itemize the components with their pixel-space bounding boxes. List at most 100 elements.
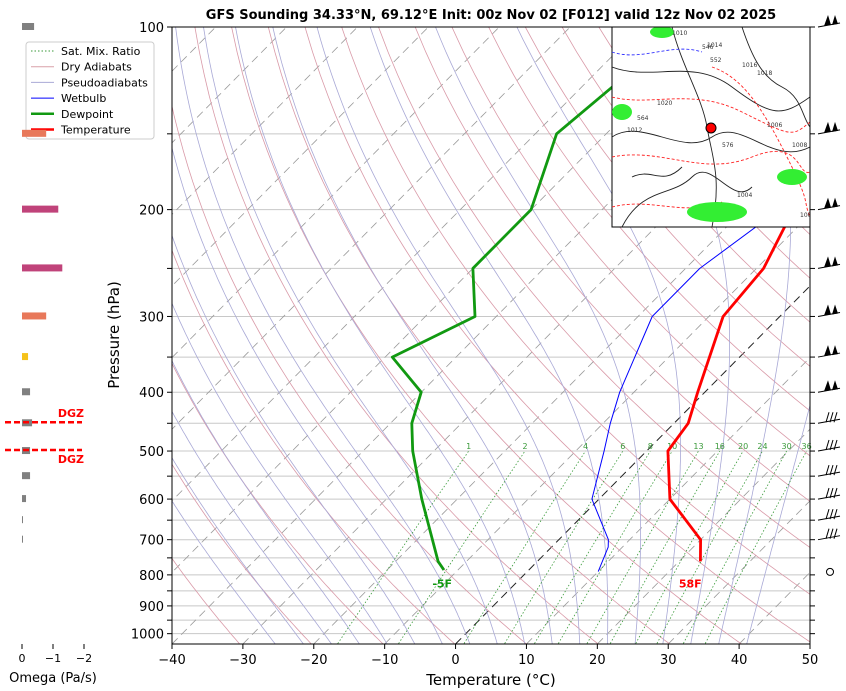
barb-flag: [833, 439, 838, 451]
barb-flag: [833, 465, 838, 476]
mixing-ratio-line: [586, 450, 699, 644]
dry-adiabat: [231, 27, 671, 644]
barb-flag: [825, 439, 830, 451]
inset-height-contour: [612, 150, 810, 173]
barb-staff: [817, 535, 841, 541]
barb-pennant: [824, 256, 838, 268]
barb-flag: [833, 509, 838, 520]
surface-labels: -5F 58F: [432, 578, 701, 591]
omega-bar: [22, 23, 35, 30]
y-tick-label: 900: [139, 600, 164, 615]
dry-adiabat: [598, 27, 810, 279]
barb-staff: [817, 446, 841, 452]
mixing-ratio-label: 1: [466, 442, 471, 451]
inset-contour-label: 1010: [672, 30, 687, 37]
barb-flag: [833, 412, 838, 423]
inset-isobar: [741, 27, 810, 128]
isotherm-line: [667, 500, 810, 644]
pseudoadiabat: [172, 410, 332, 644]
x-tick-label: 40: [731, 653, 748, 668]
dry-adiabat: [172, 463, 312, 644]
pseudoadiabat: [272, 27, 553, 644]
y-tick-label: 700: [139, 534, 164, 549]
y-tick-label: 300: [139, 310, 164, 325]
dry-adiabat: [488, 27, 810, 412]
pseudoadiabat: [172, 457, 304, 644]
pseudoadiabat: [316, 27, 581, 644]
isotherm-line: [597, 428, 810, 644]
isotherm-line: [172, 27, 642, 502]
pseudoadiabat: [369, 27, 609, 644]
legend-label: Temperature: [60, 124, 131, 137]
pseudoadiabat: [172, 146, 443, 644]
surface-label: 58F: [679, 578, 702, 591]
mixing-ratio-line: [656, 450, 763, 644]
series-line-dewpoint: [390, 27, 685, 571]
isotherm-line: [172, 27, 713, 573]
isotherm-line: [172, 27, 500, 359]
mixing-ratio-line: [336, 450, 470, 644]
y-tick-label: 600: [139, 493, 164, 508]
dry-adiabat: [561, 27, 810, 323]
pseudoadiabat: [235, 27, 526, 644]
x-tick-label: 10: [518, 653, 535, 668]
omega-bar: [22, 205, 59, 213]
omega-bar: [22, 388, 31, 396]
dry-adiabat: [172, 249, 456, 644]
barb-flag: [825, 487, 830, 499]
omega-bar: [22, 516, 23, 524]
barb-pennant: [824, 121, 838, 133]
inset-precip: [777, 169, 807, 185]
barb-flag: [829, 465, 834, 476]
mixing-ratio-line: [609, 450, 721, 644]
chart-title: GFS Sounding 34.33°N, 69.12°E Init: 00z …: [206, 8, 776, 23]
dry-adiabat: [378, 27, 810, 549]
x-tick-label: −20: [300, 653, 327, 668]
calm-circle: [826, 567, 834, 576]
location-marker: [705, 122, 717, 134]
inset-contour-label: 1006: [767, 122, 782, 129]
mixing-ratio-line: [557, 450, 673, 644]
pseudoadiabat: [203, 27, 498, 644]
omega-tick-label: −2: [76, 652, 92, 665]
pseudoadiabat: [172, 359, 360, 644]
dry-adiabat: [172, 104, 528, 644]
mixing-ratio-line: [682, 450, 787, 644]
inset-contour-label: 1014: [707, 42, 722, 49]
barb-flag: [825, 528, 830, 539]
barb-staff: [817, 418, 841, 424]
inset-height-contour: [711, 66, 810, 218]
barb-flag: [829, 528, 834, 539]
mixing-ratio-label: 30: [782, 442, 792, 451]
x-tick-label: −30: [229, 653, 256, 668]
omega-tick-label: −1: [45, 652, 61, 665]
mixing-ratio-labels: 1 2 4 6 8 10 13 16 20 24 30 36: [466, 442, 812, 451]
pseudoadiabat: [619, 27, 730, 644]
barb-flag: [829, 487, 834, 499]
mixing-ratio-line: [463, 450, 586, 644]
isotherm-line: [172, 27, 784, 644]
y-tick-label: 500: [139, 445, 164, 460]
mixing-ratio-label: 13: [693, 442, 703, 451]
x-tick-label: 50: [802, 653, 819, 668]
barb-flag: [825, 509, 830, 520]
series-line-wetbulb: [591, 209, 780, 572]
barb-flag: [829, 439, 834, 451]
y-tick-label: 200: [139, 204, 164, 219]
inset-contour-label: 1008: [792, 142, 807, 149]
barb-staff: [817, 494, 841, 500]
dry-adiabat: [524, 27, 810, 367]
omega-bar: [22, 472, 31, 480]
plot-frame: [171, 26, 811, 645]
x-tick-label: 30: [660, 653, 677, 668]
pseudoadiabat: [435, 27, 641, 644]
inset-isobar: [612, 130, 810, 153]
mixing-ratio-label: 24: [757, 442, 767, 451]
inset-height-contour: [612, 201, 723, 209]
inset-contour-label: 1012: [627, 127, 642, 134]
mixing-ratio-label: 2: [522, 442, 527, 451]
omega-bar: [22, 312, 47, 320]
inset-precip: [687, 202, 747, 222]
